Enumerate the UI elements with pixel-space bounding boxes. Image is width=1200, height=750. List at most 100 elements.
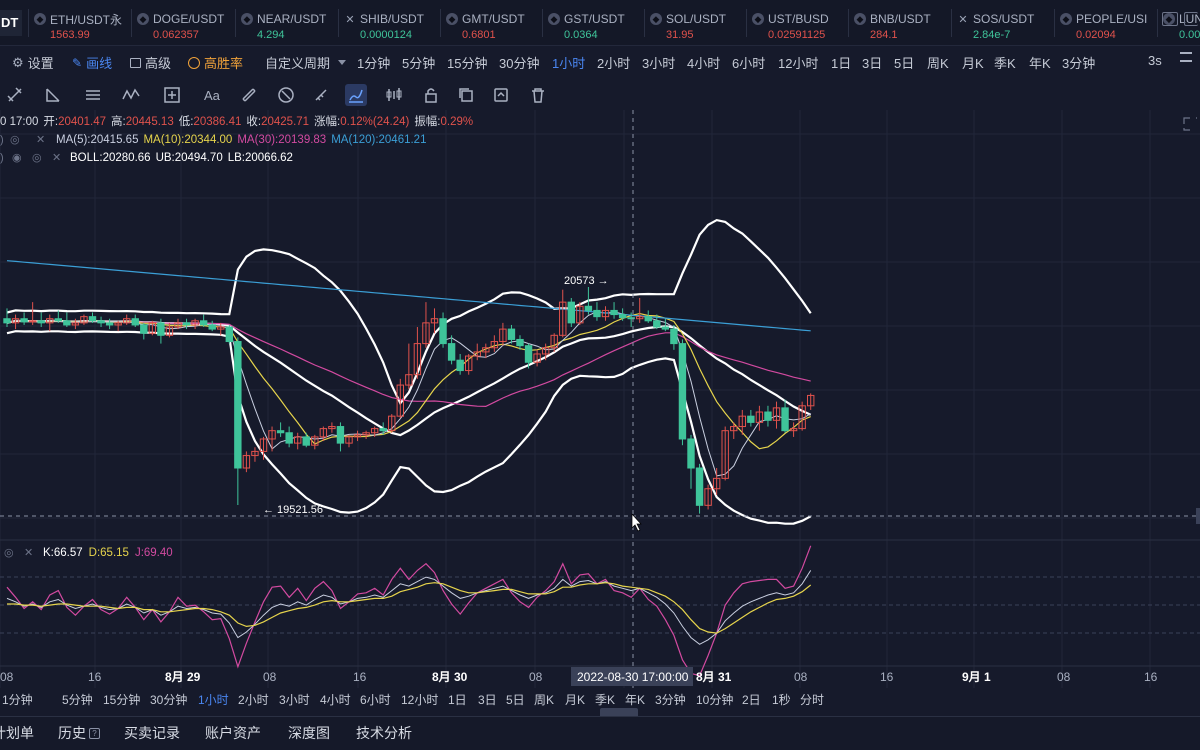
- ticker-item[interactable]: ◆ ETH/USDT永 1563.99: [34, 0, 122, 45]
- bottom-interval-option[interactable]: 3分钟: [655, 693, 686, 707]
- bottom-interval-option[interactable]: 分时: [800, 693, 825, 707]
- interval-option[interactable]: 15分钟: [447, 56, 488, 71]
- bottom-interval-option[interactable]: 2小时: [238, 693, 269, 707]
- bottom-interval-option[interactable]: 3小时: [279, 693, 310, 707]
- bottom-tab[interactable]: 技术分析: [356, 723, 412, 743]
- bottom-interval-option[interactable]: 30分钟: [150, 693, 188, 707]
- interval-option[interactable]: 1日: [831, 56, 852, 71]
- bottom-interval-option[interactable]: 1分钟: [2, 693, 33, 707]
- magnet-icon[interactable]: [275, 84, 297, 106]
- ticker-item[interactable]: ◆ UST/BUSD 0.02591125: [752, 0, 829, 45]
- close-icon[interactable]: ✕: [52, 152, 61, 164]
- bottom-interval-option[interactable]: 季K: [595, 693, 616, 707]
- bottom-interval-option[interactable]: 5日: [506, 693, 525, 707]
- bottom-interval-option[interactable]: 周K: [534, 693, 555, 707]
- bottom-interval-option[interactable]: 3日: [478, 693, 497, 707]
- refresh-rate[interactable]: 3s: [1148, 53, 1162, 68]
- price-axis-handle[interactable]: [1196, 508, 1200, 524]
- parallel-channel-icon[interactable]: [82, 84, 104, 106]
- candle-body: [242, 455, 251, 469]
- bottom-interval-option[interactable]: 2日: [742, 693, 761, 707]
- settings-small-icon[interactable]: ◎: [10, 134, 20, 146]
- interval-option[interactable]: 周K: [927, 56, 949, 71]
- interval-option[interactable]: 5日: [894, 56, 915, 71]
- ruler-icon[interactable]: [310, 84, 332, 106]
- interval-option[interactable]: 年K: [1029, 56, 1051, 71]
- brush-icon[interactable]: [345, 84, 367, 106]
- bottom-tab[interactable]: 买卖记录: [124, 723, 180, 743]
- ticker-item[interactable]: ◆ GST/USDT 0.0364: [548, 0, 625, 45]
- interval-option[interactable]: 2小时: [597, 56, 631, 71]
- bottom-interval-option[interactable]: 月K: [565, 693, 586, 707]
- bottom-interval-option[interactable]: 5分钟: [62, 693, 93, 707]
- menu-icon[interactable]: [1180, 52, 1192, 62]
- settings-small-icon[interactable]: ◎: [4, 547, 14, 559]
- interval-option[interactable]: 30分钟: [499, 56, 540, 71]
- ticker-item[interactable]: ✕ SHIB/USDT 0.0000124: [344, 0, 424, 45]
- window-close-icon[interactable]: [1184, 12, 1198, 26]
- bars-icon[interactable]: [383, 84, 405, 106]
- ticker-item[interactable]: ◆ GMT/USDT 0.6801: [446, 0, 525, 45]
- bottom-tab[interactable]: 历史?: [58, 723, 100, 743]
- fullscreen-icon[interactable]: [1183, 117, 1197, 131]
- settings-small-icon[interactable]: ◎: [32, 152, 42, 164]
- ticker-item[interactable]: ◆ SOL/USDT 31.95: [650, 0, 726, 45]
- bottom-interval-option[interactable]: 6小时: [360, 693, 391, 707]
- close-icon[interactable]: ✕: [24, 547, 33, 559]
- bottom-tab[interactable]: 深度图: [288, 723, 330, 743]
- bottom-interval-option[interactable]: 1日: [448, 693, 467, 707]
- help-icon[interactable]: ?: [89, 727, 100, 739]
- interval-option[interactable]: 3分钟: [1062, 56, 1096, 71]
- win-rate-button[interactable]: 高胜率: [188, 53, 243, 72]
- bottom-tab[interactable]: 账户资产: [205, 723, 261, 743]
- bottom-interval-option[interactable]: 10分钟: [696, 693, 734, 707]
- bottom-interval-option[interactable]: 1秒: [772, 693, 791, 707]
- eye-icon[interactable]: ◉: [12, 152, 22, 164]
- ticker-item[interactable]: ✕ SOS/USDT 2.84e-7: [957, 0, 1034, 45]
- measure-icon[interactable]: [238, 84, 260, 106]
- settings-button[interactable]: ⚙ 设置: [12, 53, 54, 72]
- note-icon[interactable]: [490, 84, 512, 106]
- interval-option[interactable]: 3日: [862, 56, 883, 71]
- interval-option[interactable]: 12小时: [778, 56, 819, 71]
- ticker-item[interactable]: ◆ BNB/USDT 284.1: [854, 0, 931, 45]
- close-icon[interactable]: ✕: [36, 134, 45, 146]
- price-chart[interactable]: 20573 →← 19521.56 0 17:00 开:20401.47 高:204…: [0, 108, 1200, 710]
- trash-icon[interactable]: [527, 84, 549, 106]
- ticker-item[interactable]: ◆ PEOPLE/USI 0.02094: [1060, 0, 1147, 45]
- ray-icon[interactable]: [42, 84, 64, 106]
- interval-option[interactable]: 5分钟: [402, 56, 436, 71]
- interval-option[interactable]: 3小时: [642, 56, 676, 71]
- ticker-item[interactable]: ◆ NEAR/USDT 4.294: [241, 0, 326, 45]
- interval-option[interactable]: 4小时: [687, 56, 721, 71]
- current-symbol-tab[interactable]: DT: [0, 10, 22, 36]
- ticker-price: 0.02094: [1076, 29, 1116, 41]
- custom-period-dropdown[interactable]: 自定义周期: [265, 53, 347, 72]
- draw-button[interactable]: ✎ 画线: [72, 53, 112, 72]
- interval-option[interactable]: 季K: [994, 56, 1016, 71]
- bottom-interval-option[interactable]: 12小时: [401, 693, 439, 707]
- interval-option[interactable]: 6小时: [732, 56, 766, 71]
- copy-icon[interactable]: [455, 84, 477, 106]
- window-restore-icon[interactable]: [1162, 12, 1178, 26]
- bottom-interval-option[interactable]: 1小时: [198, 693, 229, 707]
- eye-icon[interactable]: ): [0, 134, 4, 146]
- bottom-tab[interactable]: 计划单: [0, 723, 34, 743]
- ticker-item[interactable]: ◆ DOGE/USDT 0.062357: [137, 0, 224, 45]
- interval-option[interactable]: 1小时: [552, 56, 586, 71]
- panel-drag-handle[interactable]: [600, 708, 638, 716]
- candle-body: [268, 430, 276, 440]
- wave-icon[interactable]: [120, 84, 142, 106]
- advanced-button[interactable]: 高级: [130, 53, 171, 72]
- paren-glyph: ): [0, 152, 4, 164]
- interval-option[interactable]: 月K: [962, 56, 984, 71]
- bottom-interval-option[interactable]: 年K: [625, 693, 646, 707]
- bottom-interval-option[interactable]: 15分钟: [103, 693, 141, 707]
- text-icon[interactable]: Aa: [201, 84, 223, 106]
- lock-icon[interactable]: [420, 84, 442, 106]
- candle-body: [533, 353, 541, 363]
- bottom-interval-option[interactable]: 4小时: [320, 693, 351, 707]
- trend-line-icon[interactable]: [4, 84, 26, 106]
- interval-option[interactable]: 1分钟: [357, 56, 391, 71]
- crosshair-icon[interactable]: [161, 84, 183, 106]
